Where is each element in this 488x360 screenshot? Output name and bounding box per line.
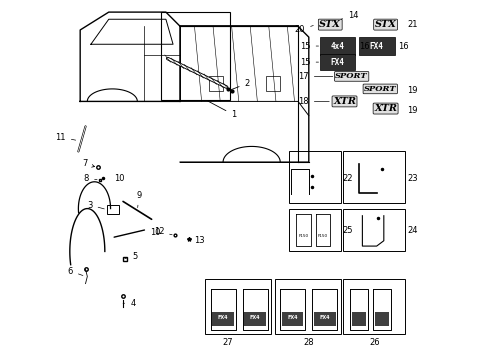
FancyBboxPatch shape — [319, 54, 354, 70]
FancyBboxPatch shape — [274, 279, 340, 334]
FancyBboxPatch shape — [342, 208, 405, 251]
Text: 23: 23 — [406, 174, 417, 183]
Text: 20: 20 — [294, 26, 313, 35]
Text: 26: 26 — [369, 338, 380, 347]
FancyBboxPatch shape — [313, 312, 335, 327]
FancyBboxPatch shape — [288, 208, 340, 251]
Text: 28: 28 — [303, 338, 313, 347]
FancyBboxPatch shape — [374, 312, 388, 327]
Text: 22: 22 — [342, 174, 352, 183]
FancyBboxPatch shape — [342, 152, 405, 203]
FancyBboxPatch shape — [342, 279, 405, 334]
Text: XTR: XTR — [373, 104, 396, 113]
Text: 4x4: 4x4 — [330, 41, 344, 50]
Text: FX4: FX4 — [249, 315, 260, 320]
FancyBboxPatch shape — [319, 37, 354, 55]
FancyBboxPatch shape — [358, 37, 394, 55]
Text: F150: F150 — [317, 234, 327, 238]
Text: 7: 7 — [82, 159, 94, 168]
Text: FX4: FX4 — [319, 315, 329, 320]
Text: 16: 16 — [358, 41, 368, 50]
Text: 10: 10 — [114, 174, 124, 183]
Text: XTR: XTR — [332, 97, 355, 106]
Text: FX4: FX4 — [287, 315, 297, 320]
FancyBboxPatch shape — [351, 312, 365, 327]
FancyBboxPatch shape — [288, 152, 340, 203]
Bar — [208, 76, 223, 91]
Text: 19: 19 — [406, 106, 417, 115]
FancyBboxPatch shape — [282, 312, 303, 327]
Text: STX: STX — [319, 20, 341, 29]
Text: 8: 8 — [83, 174, 97, 183]
Bar — [265, 76, 280, 91]
Text: F150: F150 — [298, 234, 308, 238]
Text: 4: 4 — [123, 299, 135, 308]
Text: 3: 3 — [87, 201, 104, 210]
Text: 24: 24 — [406, 225, 417, 234]
Text: 5: 5 — [124, 252, 137, 261]
Text: 19: 19 — [406, 86, 417, 95]
Text: SPORT: SPORT — [335, 72, 367, 80]
Text: FX4: FX4 — [369, 41, 383, 50]
Text: 11: 11 — [55, 132, 76, 141]
Text: 25: 25 — [342, 225, 352, 234]
Text: FX4: FX4 — [330, 58, 344, 67]
Text: FX4: FX4 — [217, 315, 228, 320]
Text: 13: 13 — [194, 236, 204, 245]
Text: 2: 2 — [230, 79, 249, 90]
FancyBboxPatch shape — [205, 279, 271, 334]
Text: 1: 1 — [207, 101, 236, 120]
Text: 10: 10 — [149, 228, 160, 237]
Text: SPORT: SPORT — [363, 85, 396, 93]
Text: 17: 17 — [298, 72, 332, 81]
Text: 18: 18 — [298, 97, 328, 106]
Text: 9: 9 — [136, 191, 142, 208]
Text: STX: STX — [374, 20, 396, 29]
Text: 16: 16 — [397, 41, 408, 50]
Text: 15: 15 — [300, 58, 318, 67]
Text: 6: 6 — [67, 267, 83, 276]
FancyBboxPatch shape — [212, 312, 233, 327]
Text: 15: 15 — [300, 41, 318, 50]
Text: 14: 14 — [340, 11, 358, 20]
Text: 21: 21 — [406, 20, 417, 29]
Text: 27: 27 — [222, 338, 232, 347]
FancyBboxPatch shape — [244, 312, 265, 327]
Text: 12: 12 — [153, 227, 172, 236]
